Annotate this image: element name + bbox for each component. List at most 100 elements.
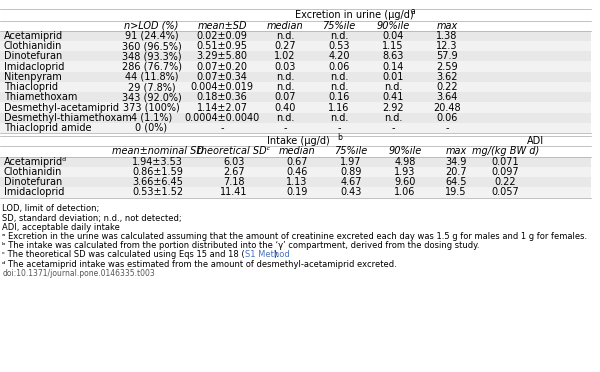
- Text: 0.22: 0.22: [436, 82, 458, 92]
- Text: 360 (96.5%): 360 (96.5%): [122, 41, 181, 51]
- Text: 6.03: 6.03: [223, 157, 245, 167]
- Text: Thiacloprid amide: Thiacloprid amide: [4, 123, 91, 133]
- Text: 1.38: 1.38: [436, 31, 458, 41]
- Text: 20.48: 20.48: [433, 103, 461, 112]
- Text: 0.057: 0.057: [491, 187, 520, 198]
- Text: 373 (100%): 373 (100%): [123, 103, 180, 112]
- Text: 0.02±0.09: 0.02±0.09: [197, 31, 247, 41]
- Text: 2.59: 2.59: [436, 62, 458, 71]
- Text: max: max: [445, 147, 467, 157]
- Text: 12.3: 12.3: [436, 41, 458, 51]
- Bar: [0, 31, 591, 41]
- Text: n.d.: n.d.: [330, 31, 348, 41]
- Text: 7.18: 7.18: [223, 177, 245, 187]
- Text: -: -: [391, 123, 395, 133]
- Text: Clothianidin: Clothianidin: [4, 41, 62, 51]
- Text: 0.43: 0.43: [340, 187, 362, 198]
- Text: 1.16: 1.16: [328, 103, 350, 112]
- Text: 0.06: 0.06: [436, 113, 458, 123]
- Text: 0.07±0.34: 0.07±0.34: [197, 72, 247, 82]
- Text: 0.07: 0.07: [274, 92, 296, 102]
- Bar: [0, 20, 591, 31]
- Text: n.d.: n.d.: [276, 72, 294, 82]
- Text: ᶜ The theoretical SD was calculated using Eqs 15 and 18 (: ᶜ The theoretical SD was calculated usin…: [2, 250, 245, 259]
- Bar: [0, 123, 591, 133]
- Bar: [0, 72, 591, 82]
- Text: 3.29±5.80: 3.29±5.80: [197, 51, 248, 61]
- Text: 2.67: 2.67: [223, 167, 245, 177]
- Text: 20.7: 20.7: [445, 167, 467, 177]
- Text: b: b: [337, 133, 343, 142]
- Text: 0.86±1.59: 0.86±1.59: [132, 167, 183, 177]
- Text: 0.0004±0.0040: 0.0004±0.0040: [184, 113, 260, 123]
- Text: n.d.: n.d.: [330, 72, 348, 82]
- Text: ᵇ The intake was calculated from the portion distributed into the ‘γ’ compartmen: ᵇ The intake was calculated from the por…: [2, 241, 480, 250]
- Text: 0.004±0.019: 0.004±0.019: [191, 82, 254, 92]
- Text: Intake (μg/d): Intake (μg/d): [267, 136, 330, 146]
- Text: n.d.: n.d.: [276, 82, 294, 92]
- Text: 0.89: 0.89: [340, 167, 362, 177]
- Text: 286 (76.7%): 286 (76.7%): [121, 62, 182, 71]
- Text: ).: ).: [273, 250, 279, 259]
- Text: theoretical SDᶜ: theoretical SDᶜ: [197, 147, 271, 157]
- Text: 0.53±1.52: 0.53±1.52: [132, 187, 183, 198]
- Text: 1.13: 1.13: [286, 177, 308, 187]
- Text: 0.097: 0.097: [491, 167, 520, 177]
- Text: mean±nominal SD: mean±nominal SD: [112, 147, 203, 157]
- Text: -: -: [220, 123, 224, 133]
- Text: 0.16: 0.16: [328, 92, 350, 102]
- Bar: [0, 102, 591, 113]
- Text: 4.98: 4.98: [394, 157, 416, 167]
- Text: 75%ile: 75%ile: [322, 21, 356, 31]
- Text: doi:10.1371/journal.pone.0146335.t003: doi:10.1371/journal.pone.0146335.t003: [2, 269, 155, 278]
- Text: n.d.: n.d.: [330, 113, 348, 123]
- Text: n.d.: n.d.: [330, 82, 348, 92]
- Text: n.d.: n.d.: [276, 31, 294, 41]
- Bar: [0, 9, 591, 20]
- Text: mg/(kg BW d): mg/(kg BW d): [472, 147, 539, 157]
- Text: 0.01: 0.01: [382, 72, 404, 82]
- Text: 0.071: 0.071: [491, 157, 520, 167]
- Text: Acetamipridᵈ: Acetamipridᵈ: [4, 157, 67, 167]
- Text: 348 (93.3%): 348 (93.3%): [122, 51, 181, 61]
- Bar: [0, 113, 591, 123]
- Text: 90%ile: 90%ile: [376, 21, 410, 31]
- Text: 1.94±3.53: 1.94±3.53: [132, 157, 183, 167]
- Text: median: median: [278, 147, 316, 157]
- Text: a: a: [411, 7, 416, 16]
- Text: max: max: [436, 21, 458, 31]
- Text: 0.06: 0.06: [328, 62, 350, 71]
- Text: 0 (0%): 0 (0%): [136, 123, 167, 133]
- Text: 0.03: 0.03: [274, 62, 296, 71]
- Text: Desmethyl-acetamiprid: Desmethyl-acetamiprid: [4, 103, 119, 112]
- Text: 9.60: 9.60: [394, 177, 416, 187]
- Text: 1.15: 1.15: [382, 41, 404, 51]
- Text: 343 (92.0%): 343 (92.0%): [122, 92, 181, 102]
- Text: 57.9: 57.9: [436, 51, 458, 61]
- Text: 1.93: 1.93: [394, 167, 416, 177]
- Text: 34.9: 34.9: [445, 157, 467, 167]
- Text: 0.41: 0.41: [382, 92, 404, 102]
- Bar: [0, 177, 591, 187]
- Bar: [0, 167, 591, 177]
- Text: 75%ile: 75%ile: [334, 147, 368, 157]
- Text: 0.14: 0.14: [382, 62, 404, 71]
- Bar: [0, 51, 591, 61]
- Text: -: -: [337, 123, 341, 133]
- Text: 2.92: 2.92: [382, 103, 404, 112]
- Text: 11.41: 11.41: [220, 187, 248, 198]
- Text: S1 Method: S1 Method: [245, 250, 290, 259]
- Text: Thiacloprid: Thiacloprid: [4, 82, 58, 92]
- Text: -: -: [283, 123, 287, 133]
- Text: 4.67: 4.67: [340, 177, 362, 187]
- Text: Desmethyl-thiamethoxam: Desmethyl-thiamethoxam: [4, 113, 131, 123]
- Text: Dinotefuran: Dinotefuran: [4, 177, 62, 187]
- Text: 4.20: 4.20: [328, 51, 350, 61]
- Text: 1.02: 1.02: [274, 51, 296, 61]
- Text: 0.07±0.20: 0.07±0.20: [197, 62, 248, 71]
- Text: Imidacloprid: Imidacloprid: [4, 62, 64, 71]
- Text: ᵈ The acetamiprid intake was estimated from the amount of desmethyl-acetamiprid : ᵈ The acetamiprid intake was estimated f…: [2, 260, 397, 269]
- Text: 0.46: 0.46: [286, 167, 308, 177]
- Text: ᵃ Excretion in the urine was calculated assuming that the amount of creatinine e: ᵃ Excretion in the urine was calculated …: [2, 232, 587, 241]
- Text: Nitenpyram: Nitenpyram: [4, 72, 61, 82]
